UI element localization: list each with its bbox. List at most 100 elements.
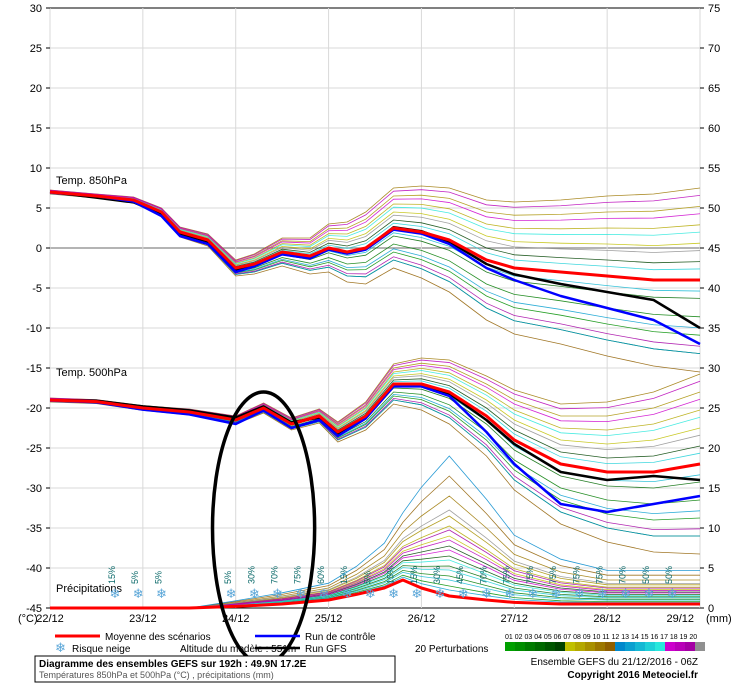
svg-text:Temp. 850hPa: Temp. 850hPa [56,175,128,187]
svg-text:-5: -5 [32,283,42,295]
svg-text:20: 20 [708,443,720,455]
svg-text:29/12: 29/12 [666,613,694,625]
svg-text:60%: 60% [316,566,326,584]
svg-text:65: 65 [708,83,720,95]
svg-text:-20: -20 [26,403,42,415]
svg-text:26/12: 26/12 [408,613,436,625]
svg-text:❄: ❄ [365,586,376,601]
svg-text:45%: 45% [455,566,465,584]
svg-text:5: 5 [36,203,42,215]
svg-text:❄: ❄ [156,586,167,601]
svg-text:30: 30 [708,363,720,375]
svg-text:❄: ❄ [574,586,585,601]
svg-text:❄: ❄ [249,586,260,601]
svg-text:55: 55 [708,163,720,175]
svg-text:❄: ❄ [388,586,399,601]
svg-text:❄: ❄ [435,586,446,601]
svg-text:20: 20 [30,83,42,95]
svg-text:❄: ❄ [643,586,654,601]
svg-text:25: 25 [30,43,42,55]
svg-text:❄: ❄ [667,586,678,601]
svg-text:5%: 5% [223,571,233,584]
svg-text:30%: 30% [432,566,442,584]
svg-text:22/12: 22/12 [36,613,64,625]
svg-text:❄: ❄ [110,586,121,601]
svg-text:60: 60 [708,123,720,135]
svg-text:5: 5 [708,563,714,575]
svg-text:30: 30 [30,3,42,15]
svg-text:70: 70 [708,43,720,55]
svg-text:15%: 15% [107,566,117,584]
svg-text:75%: 75% [502,566,512,584]
svg-text:(mm): (mm) [706,613,732,625]
svg-text:50%: 50% [664,566,674,584]
svg-text:-25: -25 [26,443,42,455]
svg-text:Temp. 500hPa: Temp. 500hPa [56,367,128,379]
svg-text:30%: 30% [246,566,256,584]
svg-text:10: 10 [708,523,720,535]
svg-text:23/12: 23/12 [129,613,157,625]
svg-text:❄: ❄ [551,586,562,601]
svg-text:-30: -30 [26,483,42,495]
svg-text:20 Perturbations: 20 Perturbations [415,644,488,655]
svg-text:50: 50 [708,203,720,215]
svg-text:❄: ❄ [318,586,329,601]
svg-text:70%: 70% [270,566,280,584]
svg-text:-40: -40 [26,563,42,575]
svg-text:70%: 70% [478,566,488,584]
svg-text:25/12: 25/12 [315,613,343,625]
svg-text:❄: ❄ [342,586,353,601]
svg-text:70%: 70% [618,566,628,584]
svg-text:-15: -15 [26,363,42,375]
svg-text:01 02 03 04 05 06 07 08 09 10: 01 02 03 04 05 06 07 08 09 10 11 12 13 1… [505,634,697,641]
svg-text:-35: -35 [26,523,42,535]
svg-text:0: 0 [36,243,42,255]
svg-text:Diagramme des ensembles GEFS s: Diagramme des ensembles GEFS sur 192h : … [39,659,307,670]
svg-text:27/12: 27/12 [501,613,529,625]
svg-text:(°C): (°C) [18,613,38,625]
svg-text:15%: 15% [339,566,349,584]
svg-text:❄: ❄ [597,586,608,601]
svg-text:15%: 15% [386,566,396,584]
svg-text:Copyright 2016 Meteociel.fr: Copyright 2016 Meteociel.fr [567,670,698,681]
svg-text:❄: ❄ [504,586,515,601]
svg-text:❄: ❄ [226,586,237,601]
svg-text:50%: 50% [641,566,651,584]
svg-text:75%: 75% [293,566,303,584]
svg-text:28/12: 28/12 [593,613,621,625]
svg-text:❄: ❄ [295,586,306,601]
svg-text:❄: ❄ [133,586,144,601]
svg-text:5%: 5% [362,571,372,584]
svg-text:15: 15 [30,123,42,135]
svg-text:Altitude du modèle : 551m: Altitude du modèle : 551m [180,644,296,655]
svg-text:Moyenne des scénarios: Moyenne des scénarios [105,632,211,643]
svg-text:25: 25 [708,403,720,415]
svg-text:❄: ❄ [55,640,66,655]
svg-text:❄: ❄ [481,586,492,601]
svg-text:❄: ❄ [272,586,283,601]
svg-text:❄: ❄ [458,586,469,601]
svg-text:75%: 75% [595,566,605,584]
chart-svg: 302520151050-5-10-15-20-25-30-35-40-4575… [0,0,740,700]
svg-text:45: 45 [708,243,720,255]
svg-text:75%: 75% [548,566,558,584]
svg-text:5%: 5% [153,571,163,584]
svg-text:75: 75 [708,3,720,15]
ensemble-chart: 302520151050-5-10-15-20-25-30-35-40-4575… [0,0,740,700]
svg-text:Run de contrôle: Run de contrôle [305,632,376,643]
svg-text:15: 15 [708,483,720,495]
svg-text:35: 35 [708,323,720,335]
svg-text:❄: ❄ [527,586,538,601]
svg-text:Ensemble GEFS du 21/12/2016 -: Ensemble GEFS du 21/12/2016 - 06Z [531,657,698,668]
svg-text:15%: 15% [409,566,419,584]
svg-text:10: 10 [30,163,42,175]
svg-text:40: 40 [708,283,720,295]
svg-text:❄: ❄ [620,586,631,601]
svg-text:Températures 850hPa et 500hPa: Températures 850hPa et 500hPa (°C) , pré… [39,670,274,680]
svg-text:5%: 5% [130,571,140,584]
svg-text:75%: 75% [571,566,581,584]
svg-text:-10: -10 [26,323,42,335]
svg-text:Run GFS: Run GFS [305,644,347,655]
svg-text:Risque neige: Risque neige [72,644,131,655]
svg-text:❄: ❄ [411,586,422,601]
